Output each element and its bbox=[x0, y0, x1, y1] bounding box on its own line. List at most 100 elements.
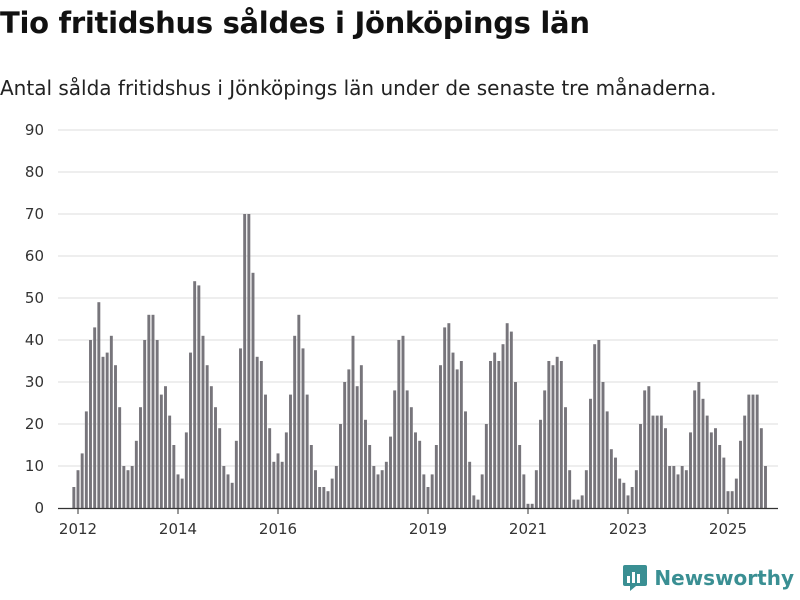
bar bbox=[664, 428, 667, 508]
bar bbox=[576, 499, 580, 508]
bar bbox=[222, 466, 226, 508]
bar bbox=[272, 461, 276, 508]
bar bbox=[230, 482, 234, 508]
bar bbox=[655, 415, 659, 508]
bar bbox=[147, 314, 151, 508]
bar bbox=[509, 331, 513, 508]
bar bbox=[168, 415, 172, 508]
bar bbox=[84, 411, 88, 508]
bar bbox=[293, 335, 297, 508]
y-tick-label: 0 bbox=[34, 499, 44, 517]
bar bbox=[568, 470, 572, 508]
bar bbox=[343, 382, 347, 508]
bar bbox=[634, 470, 638, 508]
bar bbox=[676, 474, 680, 508]
bar bbox=[622, 482, 626, 508]
bar bbox=[451, 352, 455, 508]
bar bbox=[418, 440, 422, 508]
bar bbox=[351, 335, 355, 508]
bar bbox=[493, 352, 497, 508]
bar bbox=[114, 365, 117, 508]
bar bbox=[659, 415, 663, 508]
bar-chart: 0 10 20 30 40 50 60 70 80 90 2012 2014 2016 2019 2021… bbox=[25, 121, 778, 538]
bar bbox=[434, 445, 438, 508]
bar bbox=[89, 340, 92, 508]
bar bbox=[734, 478, 738, 508]
bar bbox=[464, 411, 467, 508]
bar bbox=[426, 487, 430, 508]
x-tick-label: 2025 bbox=[709, 520, 747, 538]
bar bbox=[289, 394, 292, 508]
y-tick-label: 20 bbox=[25, 415, 44, 433]
bar bbox=[468, 461, 472, 508]
bar bbox=[714, 428, 717, 508]
bar bbox=[80, 453, 84, 508]
bar bbox=[647, 386, 651, 508]
bar bbox=[118, 407, 122, 508]
bar bbox=[422, 474, 426, 508]
bar bbox=[409, 407, 413, 508]
y-tick-label: 70 bbox=[25, 205, 44, 223]
bar bbox=[268, 428, 272, 508]
bar bbox=[759, 428, 763, 508]
bar bbox=[455, 369, 459, 508]
y-tick-label: 60 bbox=[25, 247, 44, 265]
bar bbox=[76, 470, 80, 508]
bar bbox=[184, 432, 188, 508]
bar bbox=[518, 445, 522, 508]
bar bbox=[397, 340, 401, 508]
bar bbox=[514, 382, 517, 508]
bar bbox=[459, 361, 463, 508]
bar bbox=[505, 323, 509, 508]
bar bbox=[526, 503, 530, 508]
bar bbox=[93, 327, 97, 508]
newsworthy-logo-icon bbox=[623, 565, 648, 591]
bar bbox=[439, 365, 442, 508]
bar bbox=[405, 390, 409, 508]
bar bbox=[326, 491, 330, 508]
bar bbox=[239, 348, 242, 508]
bar bbox=[651, 415, 655, 508]
bar bbox=[443, 327, 447, 508]
newsworthy-brand: Newsworthy bbox=[622, 564, 794, 592]
bar bbox=[689, 432, 692, 508]
bar bbox=[234, 440, 238, 508]
x-tick-label: 2023 bbox=[609, 520, 647, 538]
bar bbox=[584, 470, 588, 508]
bar bbox=[497, 361, 501, 508]
bar bbox=[643, 390, 647, 508]
bar bbox=[284, 432, 288, 508]
bar bbox=[355, 386, 359, 508]
bar bbox=[359, 365, 363, 508]
bar bbox=[384, 461, 388, 508]
bars bbox=[72, 214, 767, 508]
bar bbox=[543, 390, 547, 508]
bar bbox=[539, 419, 542, 508]
bar bbox=[218, 428, 222, 508]
y-tick-label: 80 bbox=[25, 163, 44, 181]
x-tick-label: 2012 bbox=[59, 520, 97, 538]
bar bbox=[126, 470, 130, 508]
bar bbox=[380, 470, 384, 508]
y-tick-label: 10 bbox=[25, 457, 44, 475]
bar bbox=[580, 495, 584, 508]
bar bbox=[159, 394, 163, 508]
bar bbox=[684, 470, 688, 508]
bar bbox=[618, 478, 622, 508]
bar bbox=[134, 440, 138, 508]
bar bbox=[155, 340, 159, 508]
bar bbox=[564, 407, 567, 508]
bar bbox=[630, 487, 634, 508]
bar bbox=[601, 382, 605, 508]
bar bbox=[347, 369, 351, 508]
bar bbox=[701, 398, 705, 508]
bar bbox=[572, 499, 576, 508]
bar bbox=[501, 344, 505, 508]
bar bbox=[705, 415, 709, 508]
bar bbox=[472, 495, 476, 508]
bar bbox=[309, 445, 313, 508]
bar bbox=[430, 474, 434, 508]
y-tick-label: 40 bbox=[25, 331, 44, 349]
bar bbox=[330, 478, 334, 508]
y-tick-label: 30 bbox=[25, 373, 44, 391]
